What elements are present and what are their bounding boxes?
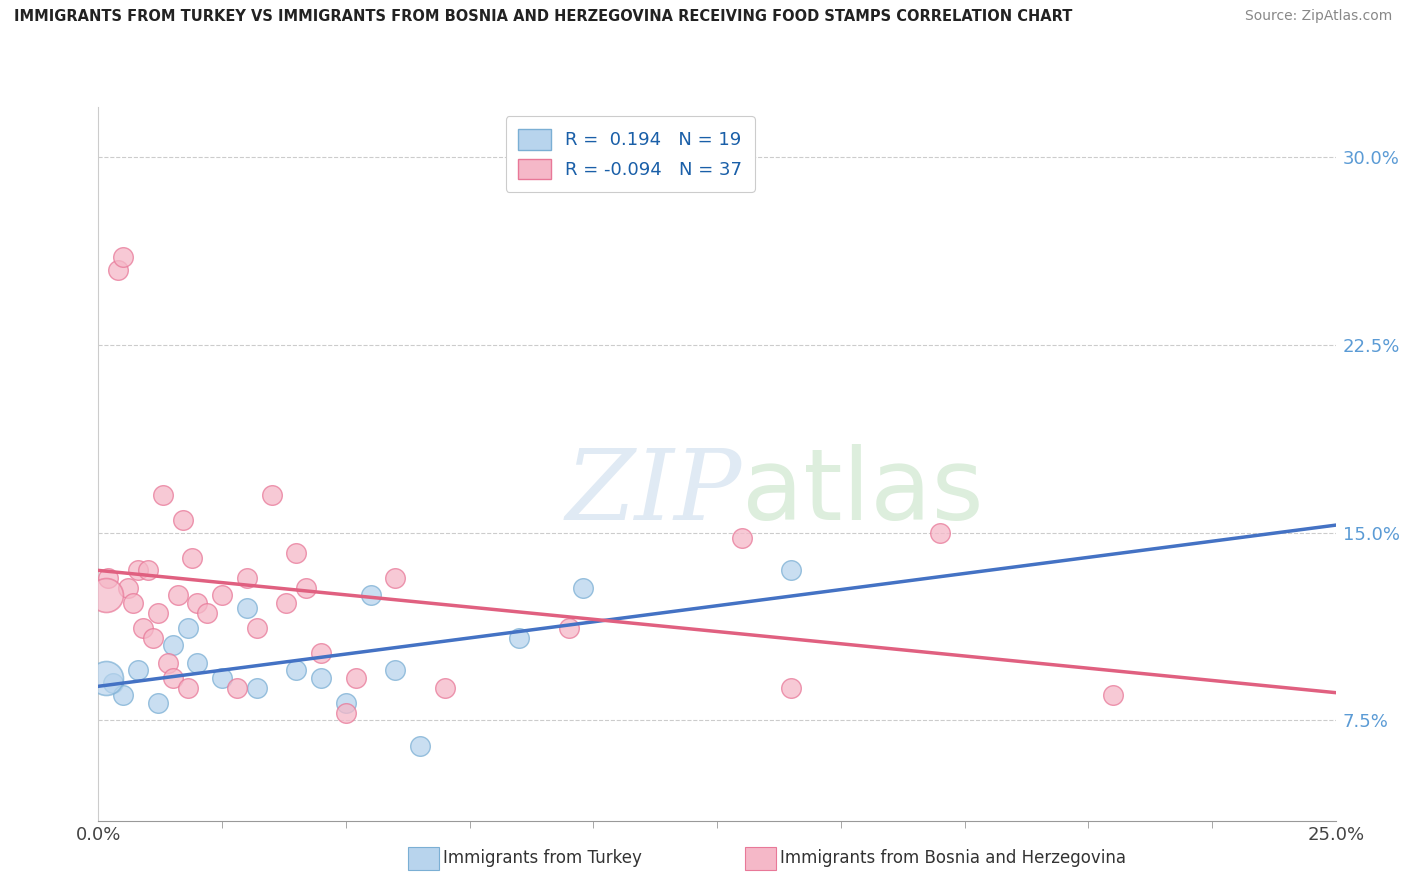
Text: Immigrants from Turkey: Immigrants from Turkey (443, 849, 641, 867)
Point (572, 581, 595, 595)
Point (344, 671, 367, 685)
Point (156, 656, 179, 670)
Point (94, 671, 117, 685)
Point (1102, 689, 1125, 703)
Point (186, 656, 208, 670)
Point (186, 596, 208, 610)
Point (384, 664, 406, 678)
Text: Immigrants from Bosnia and Herzegovina: Immigrants from Bosnia and Herzegovina (780, 849, 1126, 867)
Point (285, 664, 308, 678)
Point (122, 596, 145, 610)
Point (246, 681, 269, 695)
Point (557, 621, 579, 635)
Point (103, 676, 125, 690)
Point (384, 571, 406, 585)
Point (176, 621, 198, 635)
Point (112, 689, 135, 703)
Point (107, 262, 129, 277)
Point (162, 639, 184, 653)
Point (360, 588, 382, 602)
Point (166, 588, 188, 602)
Point (127, 664, 149, 678)
Text: IMMIGRANTS FROM TURKEY VS IMMIGRANTS FROM BOSNIA AND HERZEGOVINA RECEIVING FOOD : IMMIGRANTS FROM TURKEY VS IMMIGRANTS FRO… (14, 9, 1073, 24)
Point (285, 546, 308, 560)
Point (335, 696, 357, 710)
Point (226, 681, 249, 695)
Point (928, 525, 950, 540)
Point (181, 550, 204, 565)
Point (780, 563, 803, 577)
Point (132, 621, 155, 635)
Text: ZIP: ZIP (565, 445, 742, 540)
Legend: R =  0.194   N = 19, R = -0.094   N = 37: R = 0.194 N = 19, R = -0.094 N = 37 (506, 116, 755, 192)
Point (260, 488, 283, 502)
Point (195, 606, 218, 620)
Point (172, 513, 194, 527)
Point (117, 581, 139, 595)
Point (433, 681, 456, 695)
Text: Source: ZipAtlas.com: Source: ZipAtlas.com (1244, 9, 1392, 23)
Point (146, 606, 169, 620)
Point (246, 621, 269, 635)
Point (142, 631, 165, 645)
Point (276, 596, 298, 610)
Point (335, 706, 357, 720)
Text: atlas: atlas (742, 444, 983, 541)
Point (211, 588, 233, 602)
Point (236, 571, 259, 585)
Point (127, 563, 149, 577)
Point (780, 681, 803, 695)
Point (94, 588, 117, 602)
Point (309, 646, 332, 660)
Point (508, 631, 530, 645)
Point (146, 696, 169, 710)
Point (112, 250, 135, 264)
Point (152, 488, 174, 502)
Point (309, 671, 332, 685)
Point (409, 739, 432, 753)
Point (162, 671, 184, 685)
Point (176, 681, 198, 695)
Point (236, 600, 259, 615)
Point (731, 531, 754, 545)
Point (211, 671, 233, 685)
Point (97, 571, 120, 585)
Point (136, 563, 159, 577)
Point (295, 581, 318, 595)
